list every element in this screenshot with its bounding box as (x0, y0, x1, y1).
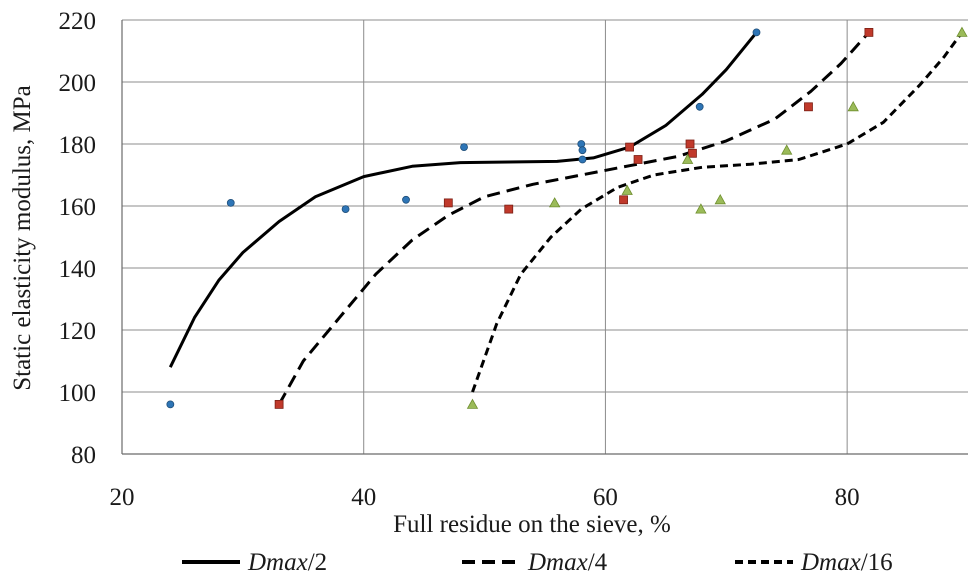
data-point (341, 205, 350, 214)
x-tick-label: 20 (110, 484, 135, 511)
y-tick-label: 120 (59, 318, 97, 345)
data-point (752, 28, 761, 37)
x-tick-labels: 20 40 60 80 (110, 484, 860, 511)
y-tick-labels: 80 100 120 140 160 180 200 220 (59, 8, 97, 469)
data-point (781, 144, 793, 155)
data-point (504, 204, 514, 214)
y-tick-label: 200 (59, 70, 97, 97)
data-point (804, 102, 813, 112)
data-point (714, 193, 726, 205)
trendline (277, 31, 871, 406)
data-point (685, 139, 695, 149)
trendline (168, 31, 758, 368)
data-point (847, 100, 859, 112)
data-point (695, 203, 707, 214)
x-tick-label: 40 (351, 484, 376, 511)
x-tick-label: 80 (835, 484, 860, 511)
data-point (621, 184, 633, 195)
data-point (695, 102, 704, 111)
x-axis-title: Full residue on the sieve, % (393, 511, 671, 538)
data-point (274, 399, 284, 409)
data-point (688, 148, 697, 158)
y-tick-label: 140 (59, 256, 97, 283)
data-point (578, 155, 587, 164)
trendline (471, 31, 964, 393)
data-point (681, 153, 694, 164)
y-tick-label: 80 (71, 442, 96, 469)
data-point (633, 155, 643, 164)
data-point (864, 27, 874, 37)
y-tick-label: 100 (59, 380, 97, 407)
plot-area (166, 26, 968, 409)
y-tick-label: 220 (59, 8, 97, 35)
legend-label: Dmax/4 (527, 549, 608, 576)
data-point (956, 26, 968, 37)
data-point (548, 197, 561, 208)
data-point (577, 140, 586, 148)
legend-label: Dmax/16 (800, 549, 893, 576)
y-axis-title: Static elasticity modulus, MPa (9, 85, 36, 391)
data-point (625, 142, 634, 152)
data-point (578, 146, 587, 155)
x-tick-label: 60 (593, 484, 618, 511)
legend: Dmax/2 Dmax/4 Dmax/16 (182, 549, 893, 576)
data-point (166, 400, 175, 409)
y-tick-label: 180 (59, 132, 97, 159)
data-point (619, 195, 628, 205)
data-point (443, 198, 453, 208)
data-point (402, 195, 410, 204)
y-tick-label: 160 (59, 194, 97, 221)
data-point (466, 398, 479, 409)
data-point (460, 143, 468, 152)
grid-lines (121, 19, 968, 455)
data-point (226, 198, 235, 207)
legend-label: Dmax/2 (247, 549, 327, 576)
